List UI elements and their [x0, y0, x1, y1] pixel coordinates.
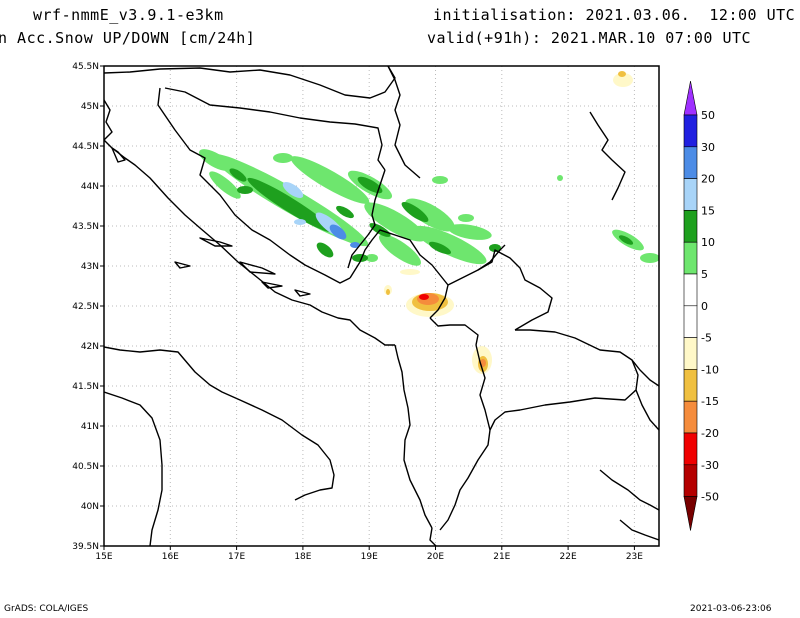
colorbar-label: -30: [701, 459, 719, 472]
lon-label: 16E: [162, 552, 179, 562]
colorbar-cap-bottom: [683, 496, 698, 531]
lat-label: 40.5N: [72, 462, 99, 472]
model-title: wrf-nmmE_v3.9.1-e3km: [33, 6, 224, 24]
field-title: n Acc.Snow UP/DOWN [cm/24h]: [0, 29, 256, 47]
colorbar-label: 5: [701, 268, 708, 281]
lat-label: 42.5N: [72, 302, 99, 312]
valid-time: valid(+91h): 2021.MAR.10 07:00 UTC: [427, 29, 752, 47]
latitude-axis: 45.5N 45N 44.5N 44N 43.5N 43N 42.5N 42N 41.5N 41N…: [72, 62, 104, 552]
colorbar-swatch: [683, 273, 698, 307]
lon-label: 18E: [294, 552, 311, 562]
colorbar-label: -15: [701, 395, 719, 408]
lon-label: 19E: [361, 552, 378, 562]
lat-label: 44.5N: [72, 142, 99, 152]
lat-label: 45N: [81, 102, 99, 112]
colorbar-label: -20: [701, 427, 719, 440]
lat-label: 43.5N: [72, 222, 99, 232]
snow-field: [199, 71, 659, 374]
lat-label: 42N: [81, 342, 99, 352]
colorbar-label: 20: [701, 173, 715, 186]
colorbar-label: 15: [701, 204, 715, 217]
colorbar-swatch: [683, 146, 698, 179]
colorbar-swatch: [683, 337, 698, 370]
render-timestamp: 2021-03-06-23:06: [690, 604, 772, 614]
colorbar-label: -50: [701, 491, 719, 504]
longitude-axis: 15E 16E 17E 18E 19E 20E 21E 22E 23E: [95, 546, 643, 562]
lon-label: 20E: [427, 552, 444, 562]
lat-label: 45.5N: [72, 62, 99, 72]
lon-label: 15E: [95, 552, 112, 562]
grads-credit: GrADS: COLA/IGES: [4, 604, 89, 614]
init-time: initialisation: 2021.03.06. 12:00 UTC: [433, 6, 796, 24]
colorbar-swatch: [683, 400, 698, 434]
colorbar-swatch: [683, 305, 698, 338]
colorbar-label: -5: [701, 332, 712, 345]
lat-label: 41.5N: [72, 382, 99, 392]
colorbar-swatch: [683, 241, 698, 275]
lon-label: 17E: [228, 552, 245, 562]
lon-label: 21E: [493, 552, 510, 562]
map-frame: [103, 65, 660, 547]
lat-label: 39.5N: [72, 542, 99, 552]
lon-label: 23E: [626, 552, 643, 562]
lat-label: 44N: [81, 182, 99, 192]
colorbar-label: 30: [701, 141, 715, 154]
colorbar-swatch: [683, 114, 698, 148]
colorbar-label: 10: [701, 236, 715, 249]
gridlines: [104, 66, 659, 546]
colorbar-swatch: [683, 432, 698, 466]
lon-label: 22E: [560, 552, 577, 562]
lat-label: 43N: [81, 262, 99, 272]
colorbar-swatch: [683, 369, 698, 402]
colorbar-swatch: [683, 464, 698, 497]
colorbar-swatch: [683, 178, 698, 211]
coastlines-borders: [104, 66, 659, 546]
lat-label: 40N: [81, 502, 99, 512]
colorbar-label: -10: [701, 363, 719, 376]
colorbar-cap-top: [683, 80, 698, 116]
colorbar-label: 0: [701, 300, 708, 313]
colorbar-label: 50: [701, 109, 715, 122]
colorbar-swatch: [683, 210, 698, 243]
lat-label: 41N: [81, 422, 99, 432]
